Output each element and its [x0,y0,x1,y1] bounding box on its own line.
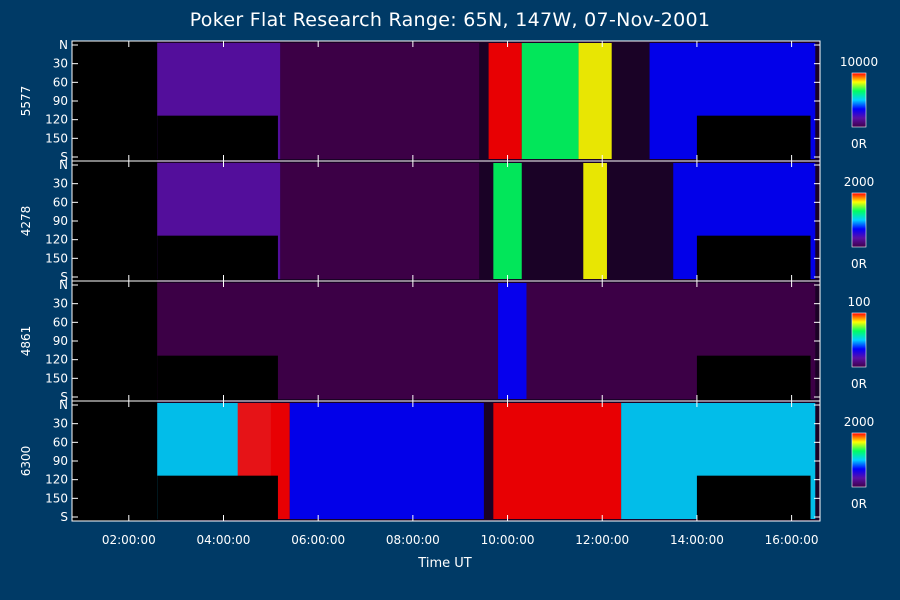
panel-6300: N 30 60 90 120 150 S 6300 [19,398,821,524]
x-axis: 02:00:00 04:00:00 06:00:00 08:00:00 10:00:00… [102,533,819,547]
y-tick-label: 30 [53,177,68,191]
y-tick-label: 150 [45,131,68,145]
x-tick-label: 14:00:00 [670,533,724,547]
colorbar-4278: 2000 0R [844,175,875,271]
colorbar-min-label: 0R [851,257,867,271]
colorbar-5577: 10000 0R [840,55,878,151]
y-tick-label: 90 [53,334,68,348]
y-tick-label: 90 [53,454,68,468]
y-tick-label: 60 [53,75,68,89]
panel-5577: N 30 60 90 120 150 S 5577 [19,38,821,164]
colorbar-strip [851,312,867,368]
masked-region [696,235,811,280]
y-tick-label: 90 [53,94,68,108]
emission-band [521,43,579,159]
x-tick-label: 08:00:00 [386,533,440,547]
emission-band [583,163,607,279]
panel-4861: N 30 60 90 120 150 S 4861 [19,278,821,404]
y-tick-label: 30 [53,57,68,71]
x-axis-label: Time UT [418,556,472,571]
colorbar-4861: 100 0R [848,295,871,391]
colorbar-max-label: 2000 [844,415,875,429]
no-data-region [72,41,158,161]
emission-band [280,43,480,159]
y-tick-label: 60 [53,195,68,209]
colorbar-min-label: 0R [851,497,867,511]
y-tick-label: S [60,510,68,524]
y-tick-label: 60 [53,315,68,329]
x-tick-label: 12:00:00 [575,533,629,547]
panel-label: 4861 [19,326,33,357]
x-tick-label: 10:00:00 [481,533,535,547]
masked-region [157,475,278,520]
y-tick-label: 120 [45,113,68,127]
x-tick-label: 06:00:00 [291,533,345,547]
colorbar-max-label: 10000 [840,55,878,69]
y-tick-label: N [59,158,68,172]
y-tick-label: 90 [53,214,68,228]
panel-4278: N 30 60 90 120 150 S 4278 [19,158,821,284]
masked-region [157,235,278,280]
no-data-region [72,281,158,401]
y-tick-label: 150 [45,251,68,265]
masked-region [157,115,278,160]
chart-title: Poker Flat Research Range: 65N, 147W, 07… [189,9,711,31]
emission-band [578,43,612,159]
panel-label: 6300 [19,446,33,477]
colorbars-group: 10000 0R 2000 0R 100 0R 2000 0R [840,55,878,511]
panels-group: N 30 60 90 120 150 S 5577 N 30 60 90 120 150 S 4278 N 30 6… [19,38,821,524]
no-data-region [72,401,158,521]
y-tick-label: 120 [45,473,68,487]
emission-band [289,403,484,519]
y-tick-label: 120 [45,233,68,247]
no-data-region [72,161,158,281]
y-tick-label: 30 [53,417,68,431]
y-tick-label: N [59,398,68,412]
y-tick-label: S [60,150,68,164]
colorbar-strip [851,72,867,128]
y-tick-label: N [59,38,68,52]
emission-band [280,163,480,279]
x-tick-label: 04:00:00 [197,533,251,547]
emission-band [493,163,522,279]
y-tick-label: 150 [45,491,68,505]
y-tick-label: 120 [45,353,68,367]
panel-label: 5577 [19,86,33,117]
y-tick-label: 150 [45,371,68,385]
y-tick-label: S [60,270,68,284]
masked-region [696,475,811,520]
colorbar-min-label: 0R [851,377,867,391]
masked-region [157,355,278,400]
colorbar-min-label: 0R [851,137,867,151]
panel-label: 4278 [19,206,33,237]
y-tick-label: S [60,390,68,404]
y-tick-label: 30 [53,297,68,311]
x-tick-label: 02:00:00 [102,533,156,547]
colorbar-max-label: 100 [848,295,871,309]
masked-region [696,355,811,400]
x-tick-label: 16:00:00 [765,533,819,547]
emission-band [493,403,622,519]
emission-band [488,43,522,159]
y-tick-label: 60 [53,435,68,449]
y-tick-label: N [59,278,68,292]
colorbar-strip [851,192,867,248]
colorbar-max-label: 2000 [844,175,875,189]
colorbar-6300: 2000 0R [844,415,875,511]
colorbar-strip [851,432,867,488]
emission-band [498,283,527,399]
masked-region [696,115,811,160]
